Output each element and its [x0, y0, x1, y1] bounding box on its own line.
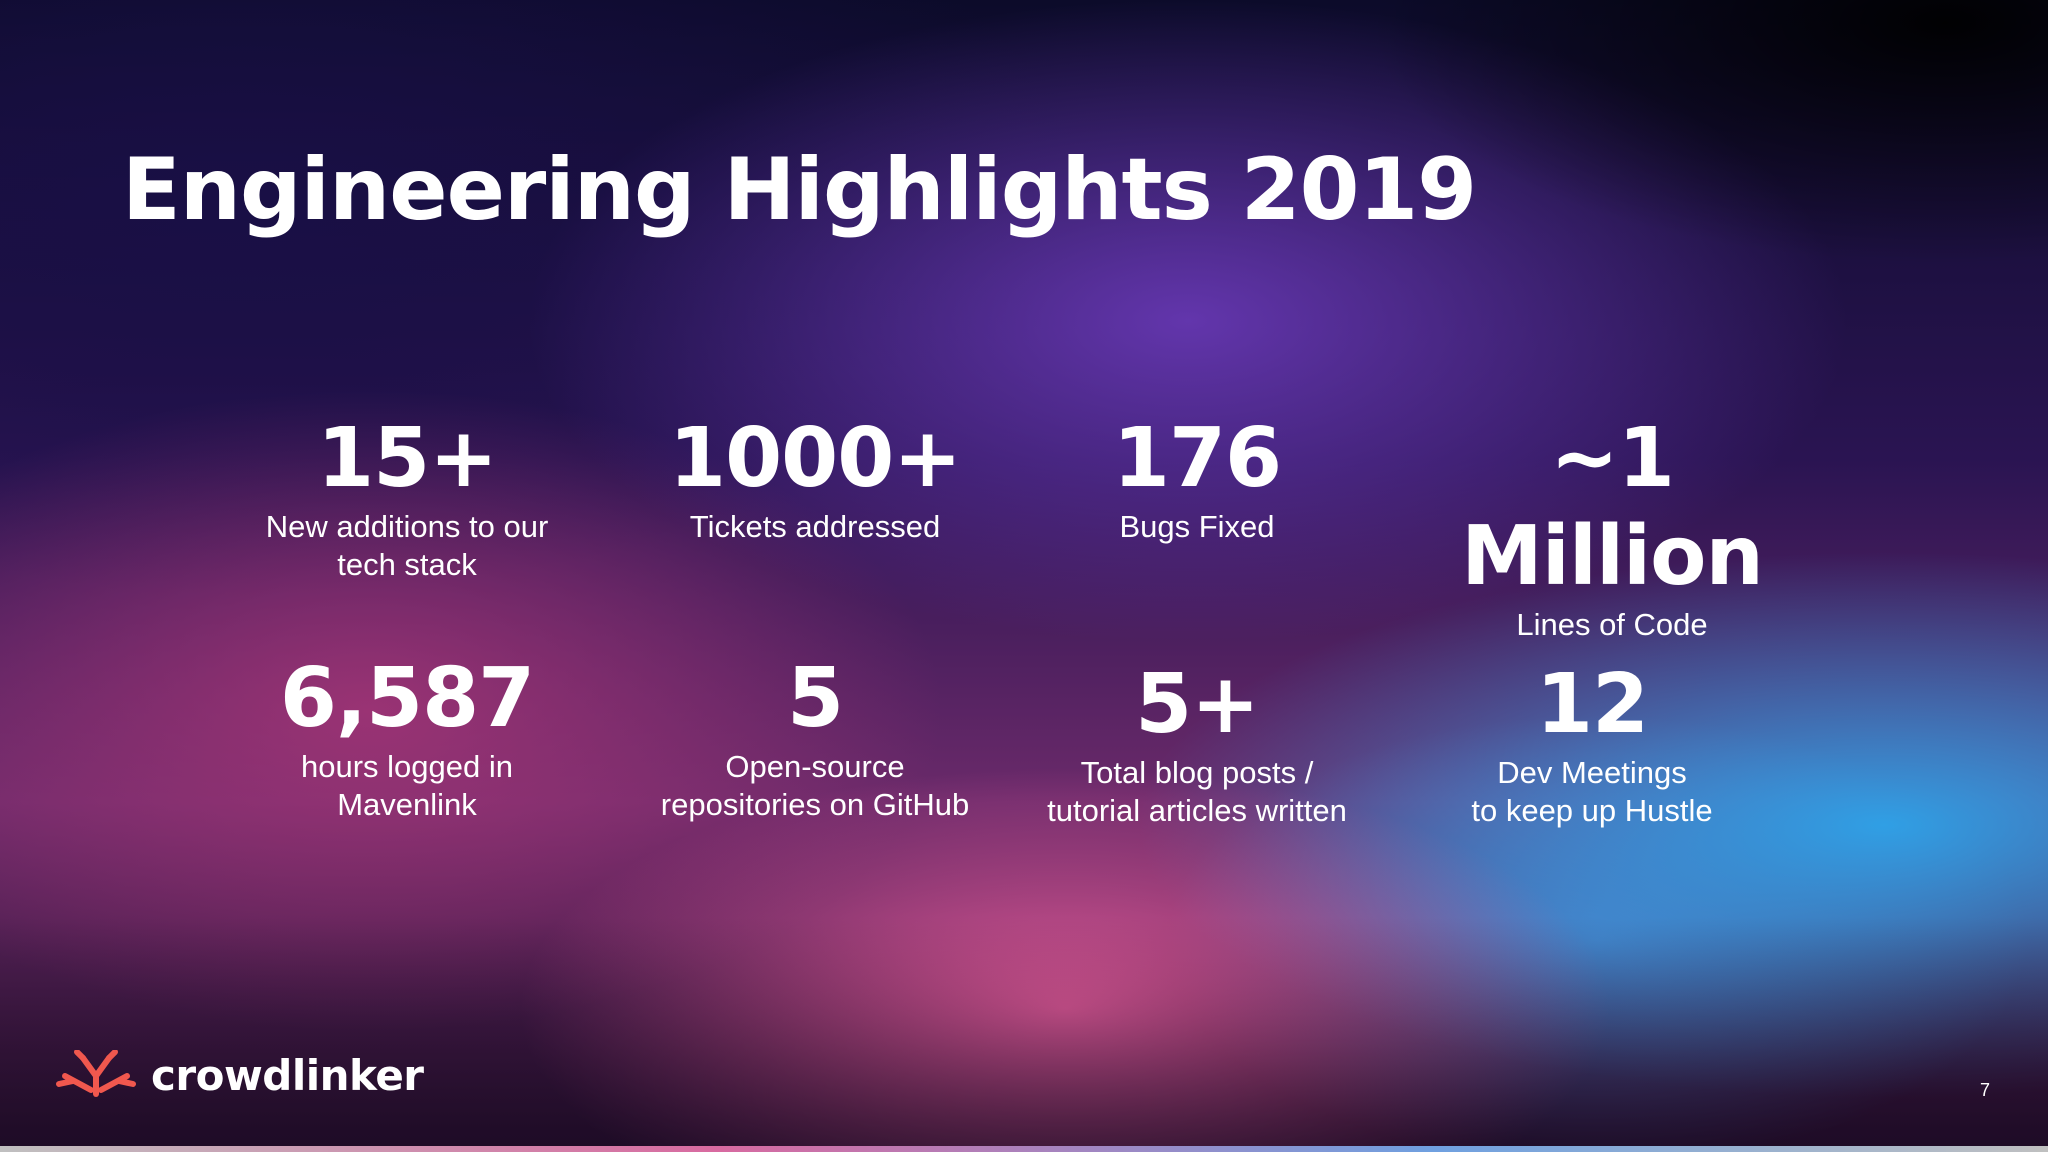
- stat-tickets: 1000+ Tickets addressed: [605, 410, 1025, 546]
- stat-dev-meetings: 12 Dev Meetings to keep up Hustle: [1382, 656, 1802, 830]
- stat-label: Tickets addressed: [689, 509, 941, 544]
- stat-hours: 6,587 hours logged in Mavenlink: [197, 650, 617, 824]
- stat-value: 5: [786, 651, 844, 746]
- page-number: 7: [1980, 1080, 1991, 1100]
- stat-blog-posts: 5+ Total blog posts / tutorial articles …: [987, 656, 1407, 830]
- slide-title: Engineering Highlights 2019: [122, 140, 1477, 240]
- crowdlinker-logo-icon: [56, 1050, 136, 1097]
- stat-tech-stack: 15+ New additions to our tech stack: [197, 410, 617, 584]
- crowdlinker-logo: crowdlinker: [55, 1050, 424, 1100]
- stat-value: 5+: [1135, 657, 1260, 752]
- stat-label: New additions to our tech stack: [265, 509, 549, 582]
- stat-label: Open-source repositories on GitHub: [660, 749, 970, 822]
- stat-value: 12: [1535, 657, 1649, 752]
- stat-label: Bugs Fixed: [1119, 509, 1275, 544]
- stat-lines-of-code: ~1 Million Lines of Code: [1402, 410, 1822, 644]
- stat-value: ~1 Million: [1461, 411, 1764, 604]
- stat-value: 6,587: [279, 651, 535, 746]
- stat-label: hours logged in Mavenlink: [301, 749, 513, 822]
- stat-value: 176: [1112, 411, 1282, 506]
- stat-label: Total blog posts / tutorial articles wri…: [1047, 755, 1347, 828]
- stat-value: 15+: [317, 411, 498, 506]
- stat-bugs: 176 Bugs Fixed: [987, 410, 1407, 546]
- stat-open-source: 5 Open-source repositories on GitHub: [605, 650, 1025, 824]
- stat-label: Lines of Code: [1516, 607, 1708, 642]
- stat-value: 1000+: [669, 411, 962, 506]
- bottom-strip: [0, 1146, 2048, 1152]
- logo-text: crowdlinker: [151, 1050, 424, 1100]
- stat-label: Dev Meetings to keep up Hustle: [1471, 755, 1713, 828]
